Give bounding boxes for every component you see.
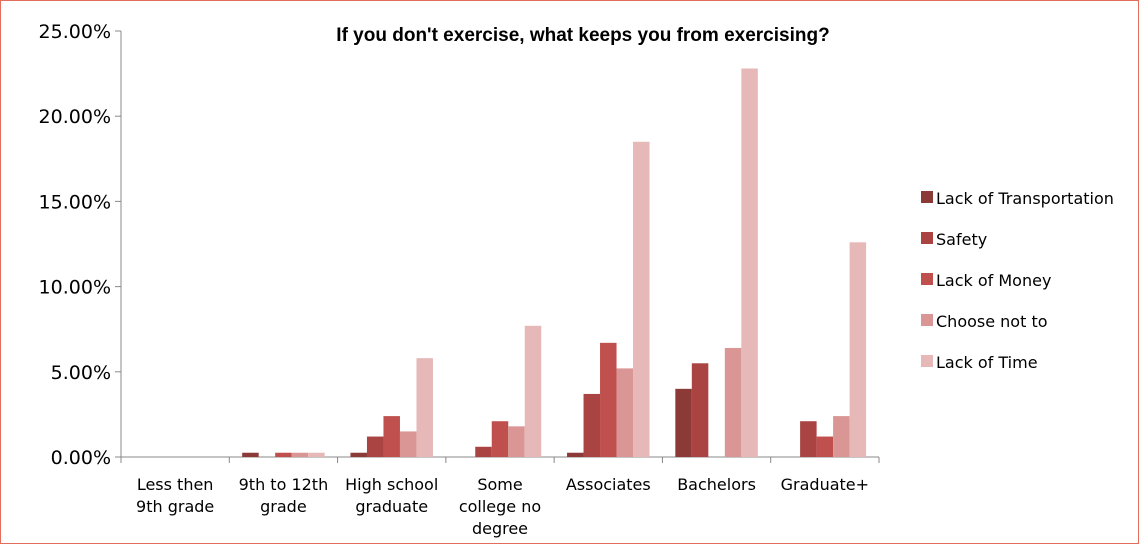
- x-tick-label: Less then: [137, 475, 214, 494]
- bar: [308, 452, 325, 457]
- y-tick-label: 15.00%: [39, 191, 111, 213]
- x-tick-label: degree: [472, 519, 528, 538]
- bar: [691, 363, 709, 457]
- x-tick-label: High school: [345, 475, 438, 494]
- y-tick-label: 25.00%: [39, 21, 111, 43]
- y-tick-label: 0.00%: [51, 447, 111, 469]
- bar: [616, 368, 634, 457]
- x-tick-label: 9th grade: [136, 497, 214, 516]
- legend-swatch: [921, 232, 933, 244]
- bar: [567, 452, 584, 457]
- bar: [416, 358, 433, 457]
- bar: [600, 342, 617, 457]
- bar: [816, 436, 834, 457]
- x-axis: Less then 9th grade 9th to 12th grade High s…: [136, 475, 869, 538]
- bar: [524, 325, 542, 457]
- bar: [833, 416, 850, 457]
- bar: [275, 452, 292, 457]
- bar: [242, 452, 259, 457]
- x-tick-label: Graduate+: [781, 475, 869, 494]
- legend-swatch: [921, 355, 933, 367]
- bar: [633, 141, 650, 457]
- legend: Lack of Transportation Safety Lack of Mone…: [921, 189, 1114, 372]
- x-tick-label: grade: [260, 497, 307, 516]
- bar: [475, 446, 492, 457]
- legend-label: Safety: [936, 230, 987, 249]
- legend-swatch: [921, 191, 933, 203]
- chart-title: If you don't exercise, what keeps you fr…: [336, 25, 829, 46]
- x-tick-label: Associates: [566, 475, 651, 494]
- x-tick-label: college no: [459, 497, 541, 516]
- legend-swatch: [921, 314, 933, 326]
- x-tick-label: Some: [477, 475, 522, 494]
- bar: [291, 452, 309, 457]
- bar: [800, 421, 817, 457]
- bar: [508, 426, 525, 457]
- bar: [675, 388, 692, 457]
- y-tick-label: 5.00%: [51, 362, 111, 384]
- x-tick-label: 9th to 12th: [239, 475, 329, 494]
- x-tick-label: graduate: [355, 497, 428, 516]
- legend-swatch: [921, 273, 933, 285]
- y-axis: 0.00% 5.00% 10.00% 15.00% 20.00% 25.00%: [39, 21, 880, 469]
- y-tick-label: 20.00%: [39, 106, 111, 128]
- bar: [383, 416, 400, 457]
- bar: [491, 421, 509, 457]
- bar: [350, 452, 367, 457]
- legend-label: Lack of Time: [936, 353, 1038, 372]
- legend-label: Lack of Transportation: [936, 189, 1114, 208]
- bars-layer: [242, 68, 867, 457]
- bar: [399, 431, 417, 457]
- bar: [849, 242, 867, 457]
- bar: [741, 68, 758, 457]
- legend-label: Lack of Money: [936, 271, 1051, 290]
- x-tick-label: Bachelors: [677, 475, 756, 494]
- bar: [724, 347, 742, 457]
- bar: [583, 393, 601, 457]
- y-tick-label: 10.00%: [39, 277, 111, 299]
- legend-label: Choose not to: [936, 312, 1048, 331]
- bar: [366, 436, 384, 457]
